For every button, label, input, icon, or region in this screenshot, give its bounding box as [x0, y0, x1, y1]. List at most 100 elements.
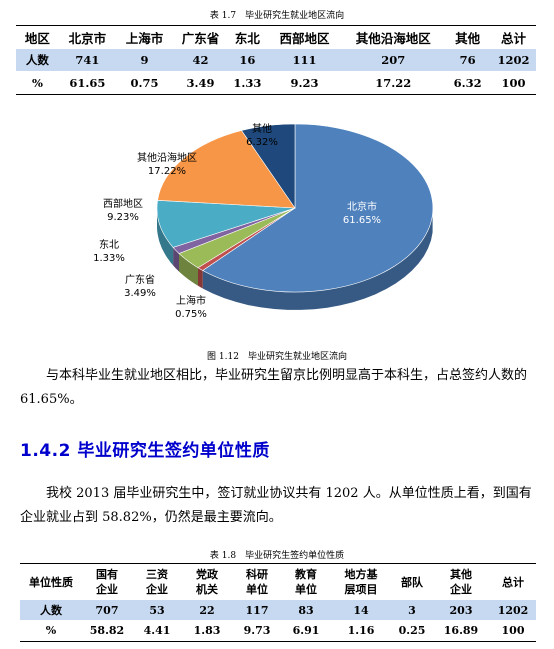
table-header-cell: 广东省 — [181, 31, 220, 46]
table-header-line: 单位 — [295, 583, 317, 596]
table-cell: 4.41 — [143, 624, 171, 637]
table-cell: 0.25 — [398, 624, 426, 637]
pie-slice — [202, 123, 434, 293]
table-cell: 14 — [330, 600, 392, 620]
table-row: % 58.82 4.41 1.83 9.73 6.91 1.16 0.25 16… — [20, 620, 536, 642]
slice-value-label: 3.49% — [124, 288, 156, 299]
table-header-line: 其他 — [450, 568, 472, 581]
table-header-cell: 党政 机关 — [182, 564, 232, 601]
slice-label: 东北 — [99, 238, 119, 251]
slice-value-label: 61.65% — [343, 215, 381, 226]
table-header-cell: 上海市 — [125, 31, 164, 46]
table-cell: 1.83 — [193, 624, 221, 637]
table-cell: 100 — [501, 75, 526, 90]
table-header-cell: 单位性质 — [20, 564, 82, 601]
table-cell: 3.49 — [186, 75, 215, 90]
slice-value-label: 6.32% — [246, 137, 278, 148]
pie-slices — [156, 123, 434, 310]
table2-caption: 表 1.8 毕业研究生签约单位性质 — [209, 551, 345, 561]
employer-type-table: 单位性质 国有 企业 三资 企业 党政 机关 科研 单位 教育 单位 地方基 层项目 部队 其他 企业 总计 人… — [20, 563, 536, 642]
table-cell: 1.16 — [347, 624, 375, 637]
slice-label: 北京市 — [347, 200, 377, 213]
table-header-line: 教育 — [295, 568, 317, 581]
table-header-row: 地区 北京市 上海市 广东省 东北 西部地区 其他沿海地区 其他 总计 — [16, 26, 536, 50]
table-header-line: 单位 — [246, 583, 268, 596]
table-cell: 100 — [501, 624, 525, 637]
table-row: 人数 741 9 42 16 111 207 76 1202 — [16, 49, 536, 71]
table-cell: 111 — [266, 49, 343, 71]
table-cell: 人数 — [20, 600, 82, 620]
pie-slice — [156, 199, 296, 248]
table-cell: 16.89 — [443, 624, 479, 637]
table-header-line: 总计 — [502, 575, 524, 589]
table-header-cell: 国有 企业 — [82, 564, 132, 601]
table-header-cell: 总计 — [490, 564, 536, 601]
pie-slice — [157, 130, 296, 209]
paragraph-1-text: 与本科毕业生就业地区相比，毕业研究生留京比例明显高于本科生，占总签约人数的 61… — [20, 368, 528, 407]
table-cell: 9 — [115, 49, 173, 71]
paragraph-2-text: 我校 2013 届毕业研究生中，签订就业协议共有 1202 人。从单位性质上看，… — [20, 486, 532, 525]
table-cell: 1202 — [491, 49, 536, 71]
section-title: 1.4.2 毕业研究生签约单位性质 — [20, 441, 270, 461]
slice-value-label: 17.22% — [148, 166, 186, 177]
table-cell: 117 — [232, 600, 282, 620]
table-cell: 707 — [82, 600, 132, 620]
table-cell: 1.33 — [233, 75, 262, 90]
table-header-cell: 地方基 层项目 — [330, 564, 392, 601]
table-row: 人数 707 53 22 117 83 14 3 203 1202 — [20, 600, 536, 620]
table-header-line: 部队 — [401, 575, 423, 589]
pie-labels: 北京市 61.65% 上海市 0.75% 广东省 3.49% 东北 1.33% 西部地区 9.23… — [93, 122, 381, 320]
table-header-line: 企业 — [96, 583, 118, 596]
pie-slice-side — [157, 208, 174, 266]
table-cell: 1202 — [490, 600, 536, 620]
table-cell: 203 — [432, 600, 490, 620]
paragraph-1: 与本科毕业生就业地区相比，毕业研究生留京比例明显高于本科生，占总签约人数的 61… — [20, 364, 540, 412]
slice-label: 其他沿海地区 — [137, 151, 197, 164]
table-cell: 53 — [132, 600, 182, 620]
table-header-line: 三资 — [146, 568, 168, 581]
slice-value-label: 0.75% — [175, 309, 207, 320]
table-cell: 22 — [182, 600, 232, 620]
table-cell: 83 — [282, 600, 330, 620]
slice-label: 上海市 — [176, 294, 206, 307]
table-header-cell: 三资 企业 — [132, 564, 182, 601]
pie-slice — [241, 123, 296, 209]
table-header-cell: 其他 — [455, 31, 481, 46]
slice-value-label: 1.33% — [93, 253, 125, 264]
table-header-line: 层项目 — [344, 583, 378, 596]
pie-slice-side — [173, 247, 179, 272]
table-header-cell: 东北 — [234, 31, 260, 46]
paragraph-2: 我校 2013 届毕业研究生中，签订就业协议共有 1202 人。从单位性质上看，… — [20, 482, 540, 530]
table-header-line: 国有 — [96, 568, 118, 581]
table-header-line: 地方基 — [344, 568, 378, 581]
table-cell: 16 — [228, 49, 267, 71]
table-header-cell: 教育 单位 — [282, 564, 330, 601]
region-table: 地区 北京市 上海市 广东省 东北 西部地区 其他沿海地区 其他 总计 人数 7… — [16, 25, 536, 95]
table-cell: 61.65 — [69, 75, 106, 90]
table-header-line: 党政 — [196, 568, 218, 581]
table-cell: 58.82 — [89, 624, 125, 637]
table-cell: 76 — [444, 49, 492, 71]
table-header-cell: 西部地区 — [279, 31, 330, 46]
table-header-cell: 部队 — [392, 564, 432, 601]
table-cell: 42 — [173, 49, 229, 71]
table-cell: 9.73 — [243, 624, 271, 637]
slice-label: 其他 — [252, 122, 272, 135]
table-header-line: 科研 — [246, 568, 268, 581]
slice-label: 西部地区 — [103, 197, 143, 210]
pie-slice-side — [198, 267, 203, 289]
table-header-cell: 总计 — [501, 31, 527, 46]
pie-slice-side — [179, 253, 198, 286]
table-header-line: 单位性质 — [29, 575, 73, 589]
table1-caption: 表 1.7 毕业研究生就业地区流向 — [209, 11, 345, 21]
table-cell: 人数 — [16, 49, 59, 71]
table-header-line: 机关 — [196, 583, 218, 596]
table-cell: 17.22 — [375, 75, 412, 90]
table-header-cell: 其他 企业 — [432, 564, 490, 601]
figure-caption: 图 1.12 毕业研究生就业地区流向 — [207, 352, 347, 362]
region-pie-chart: 北京市 61.65% 上海市 0.75% 广东省 3.49% 东北 1.33% 西部地区 9.23… — [93, 122, 434, 320]
table-header-line: 企业 — [146, 583, 168, 596]
table-header-cell: 其他沿海地区 — [355, 31, 431, 46]
table-cell: 6.32 — [453, 75, 482, 90]
table-row: % 61.65 0.75 3.49 1.33 9.23 17.22 6.32 1… — [16, 71, 536, 95]
